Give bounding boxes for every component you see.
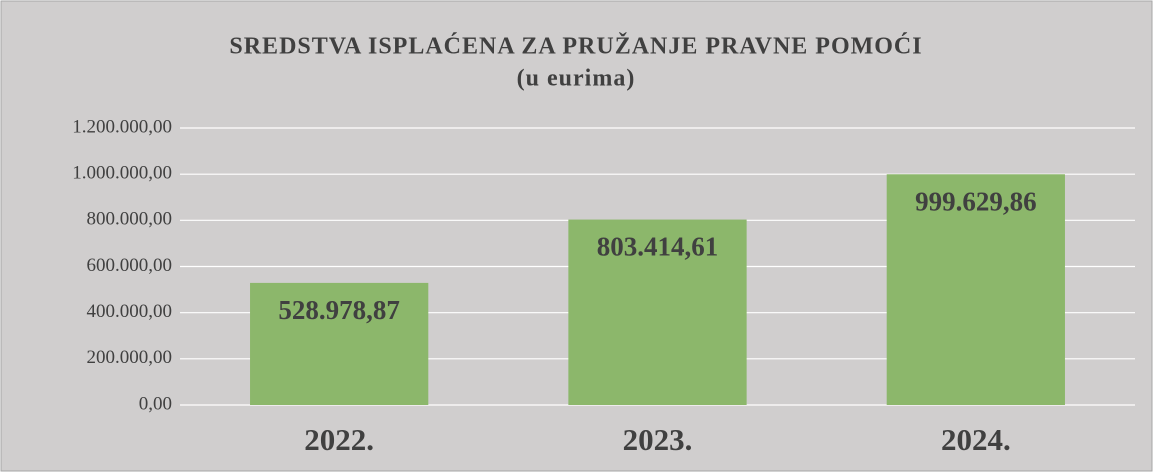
y-tick-label: 800.000,00 — [87, 209, 173, 230]
bar — [250, 282, 429, 405]
y-tick-label: 600.000,00 — [87, 255, 173, 276]
x-tick-label: 2023. — [623, 422, 693, 457]
chart-subtitle: (u eurima) — [517, 66, 636, 92]
y-tick-label: 200.000,00 — [87, 347, 173, 368]
data-label: 528.978,87 — [278, 295, 400, 325]
y-tick-label: 400.000,00 — [87, 301, 173, 322]
data-label: 803.414,61 — [597, 232, 719, 262]
y-tick-label: 0,00 — [139, 393, 172, 414]
chart-title: SREDSTVA ISPLAĆENA ZA PRUŽANJE PRAVNE PO… — [229, 33, 922, 60]
y-tick-label: 1.000.000,00 — [72, 163, 172, 184]
bar — [886, 174, 1065, 405]
data-label: 999.629,86 — [915, 186, 1037, 216]
x-tick-label: 2022. — [304, 422, 374, 457]
x-tick-label: 2024. — [941, 422, 1011, 457]
bar — [568, 219, 747, 405]
y-tick-label: 1.200.000,00 — [72, 116, 172, 137]
